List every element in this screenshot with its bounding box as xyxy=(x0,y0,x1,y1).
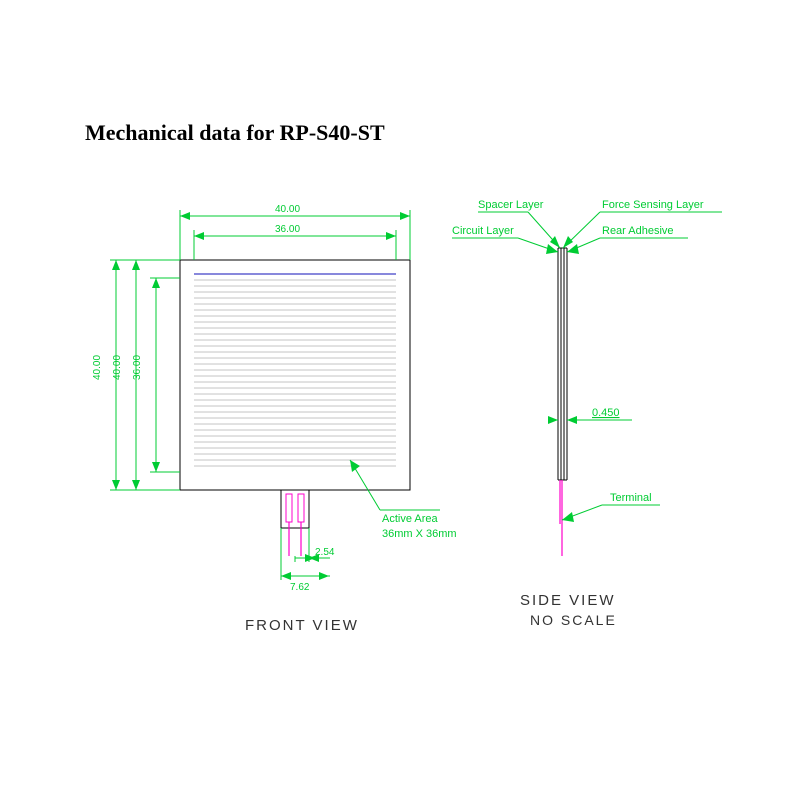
front-view-label: FRONT VIEW xyxy=(245,617,359,634)
dim-thickness: 0.450 xyxy=(592,407,620,419)
active-area-label-2: 36mm X 36mm xyxy=(382,528,457,540)
dim-left-outer: 40.00 xyxy=(92,355,103,380)
front-view: 40.00 36.00 40.00 40.00 36.00 xyxy=(92,204,457,634)
side-view-label-1: SIDE VIEW xyxy=(520,592,616,609)
active-area-label-1: Active Area xyxy=(382,513,439,525)
label-terminal: Terminal xyxy=(610,492,652,504)
dim-top-inner: 36.00 xyxy=(275,224,300,235)
dim-tail-outer: 7.62 xyxy=(290,582,310,593)
front-stem-rect xyxy=(281,490,309,528)
label-force: Force Sensing Layer xyxy=(602,199,704,211)
diagram-svg: 40.00 36.00 40.00 40.00 36.00 xyxy=(0,0,800,800)
side-view-label-2: NO SCALE xyxy=(530,612,617,628)
dim-left-inner: 36.00 xyxy=(132,355,143,380)
label-circuit: Circuit Layer xyxy=(452,225,514,237)
label-rear: Rear Adhesive xyxy=(602,225,674,237)
side-view: 0.450 Spacer Layer Force Sensing Layer C… xyxy=(452,199,722,628)
dim-tail-inner: 2.54 xyxy=(315,547,335,558)
front-terminals xyxy=(286,494,304,556)
dim-left-mid: 40.00 xyxy=(112,355,123,380)
front-active-hatch xyxy=(194,280,396,466)
label-spacer: Spacer Layer xyxy=(478,199,544,211)
dim-top-outer: 40.00 xyxy=(275,204,300,215)
front-outer-rect xyxy=(180,260,410,490)
